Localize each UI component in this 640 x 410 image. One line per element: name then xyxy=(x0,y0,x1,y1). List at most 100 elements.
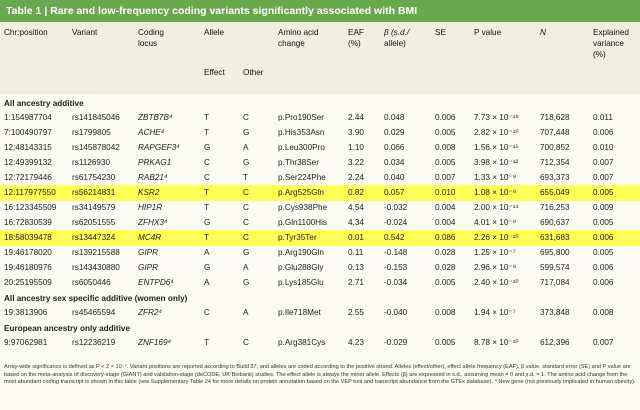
table-cell: 0.006 xyxy=(593,278,614,287)
table-cell: 0.005 xyxy=(593,248,614,257)
table-cell: 0.008 xyxy=(435,308,456,317)
table-cell: 0.82 xyxy=(348,188,364,197)
col-p: P value xyxy=(474,28,502,37)
table-cell: 3.90 xyxy=(348,128,364,137)
table-cell: 0.13 xyxy=(348,263,364,272)
table-cell: 373,848 xyxy=(540,308,570,317)
table-cell: 0.005 xyxy=(593,188,614,197)
table-cell: 712,354 xyxy=(540,158,570,167)
col-chr: Chr:position xyxy=(4,28,48,37)
col-aa-1: Amino acid xyxy=(278,28,319,37)
table-cell: 0.542 xyxy=(384,233,405,242)
table-cell: ZBTB7B⁴ xyxy=(138,113,173,122)
table-cell: rs12236219 xyxy=(72,338,116,347)
table-cell: 2.24 xyxy=(348,173,364,182)
table-cell: 0.006 xyxy=(593,263,614,272)
table-cell: 2.00 × 10⁻¹⁴ xyxy=(474,203,519,212)
table-cell: 0.040 xyxy=(384,173,405,182)
table-cell: 0.010 xyxy=(593,143,614,152)
table-cell: 0.006 xyxy=(593,128,614,137)
table-cell: 3.22 xyxy=(348,158,364,167)
table-cell: G xyxy=(243,248,250,257)
col-beta-2: allele) xyxy=(384,39,406,48)
col-beta-1: β (s.d./ xyxy=(384,28,410,37)
col-locus-1: Coding xyxy=(138,28,164,37)
col-ev-2: variance xyxy=(593,39,624,48)
table-cell: KSR2 xyxy=(138,188,160,197)
table-cell: rs13447324 xyxy=(72,233,116,242)
table-cell: 7:100490797 xyxy=(4,128,52,137)
col-ev-3: (%) xyxy=(593,50,606,59)
table-title-text: Rare and low-frequency coding variants s… xyxy=(50,5,418,17)
table-cell: T xyxy=(204,203,210,212)
table-cell: 0.057 xyxy=(384,188,405,197)
table-cell: 1.10 xyxy=(348,143,364,152)
table-cell: p.Lys185Glu xyxy=(278,278,324,287)
table-cell: ZFHX3⁴ xyxy=(138,218,168,227)
table-cell: A xyxy=(243,143,249,152)
table-cell: rs143430880 xyxy=(72,263,120,272)
table-cell: 12:72179446 xyxy=(4,173,52,182)
table-cell: 693,373 xyxy=(540,173,570,182)
table-cell: 4.23 xyxy=(348,338,364,347)
table-cell: rs61754230 xyxy=(72,173,116,182)
table-cell: p.His353Asn xyxy=(278,128,325,137)
table-cell: 707,448 xyxy=(540,128,570,137)
table-cell: p.Pro190Ser xyxy=(278,113,324,122)
table-cell: 12:49399132 xyxy=(4,158,52,167)
col-ev-1: Explained xyxy=(593,28,629,37)
col-aa-2: change xyxy=(278,39,305,48)
table-cell: rs145878042 xyxy=(72,143,120,152)
table-cell: 2.82 × 10⁻¹⁰ xyxy=(474,128,519,137)
table-cell: 716,253 xyxy=(540,203,570,212)
table-header: Chr:position Variant Coding locus Allele… xyxy=(0,22,640,94)
table-cell: A xyxy=(204,248,210,257)
table-cell: G xyxy=(204,263,211,272)
col-eaf-2: (%) xyxy=(348,39,361,48)
table-cell: G xyxy=(204,218,211,227)
table-cell: -0.032 xyxy=(384,203,408,212)
table-cell: p.Ile718Met xyxy=(278,308,321,317)
table-cell: T xyxy=(204,113,210,122)
table-cell: T xyxy=(243,173,249,182)
table-cell: 0.008 xyxy=(593,308,614,317)
col-n: N xyxy=(540,28,546,37)
table-cell: C xyxy=(243,203,249,212)
col-se: SE xyxy=(435,28,446,37)
table-cell: GIPR xyxy=(138,263,159,272)
table-cell: 717,084 xyxy=(540,278,570,287)
table-cell: 20:25195509 xyxy=(4,278,52,287)
row-highlight xyxy=(0,230,640,246)
table-cell: 0.005 xyxy=(435,278,456,287)
row-highlight xyxy=(0,185,640,201)
col-allele: Allele xyxy=(204,28,225,37)
table-cell: 0.005 xyxy=(593,218,614,227)
table-cell: -0.024 xyxy=(384,218,408,227)
table-cell: 0.009 xyxy=(593,203,614,212)
footnote: Array-wide significance is defined as P … xyxy=(4,364,636,385)
table-cell: C xyxy=(204,173,210,182)
table-cell: 0.010 xyxy=(435,188,456,197)
table-cell: rs141845046 xyxy=(72,113,120,122)
table-cell: 16:123345509 xyxy=(4,203,57,212)
table-cell: G xyxy=(243,158,250,167)
table-cell: 1:154987704 xyxy=(4,113,52,122)
table-cell: T xyxy=(204,338,210,347)
table-cell: 695,800 xyxy=(540,248,570,257)
table-title: Table 1 | Rare and low-frequency coding … xyxy=(0,0,640,22)
table-cell: 16:72830539 xyxy=(4,218,52,227)
table-cell: 0.086 xyxy=(435,233,456,242)
table-cell: 0.011 xyxy=(593,113,613,122)
table-cell: 19:46178020 xyxy=(4,248,52,257)
table-cell: 0.028 xyxy=(435,263,456,272)
table-cell: C xyxy=(204,158,210,167)
table-cell: PRKAG1 xyxy=(138,158,172,167)
table-cell: p.Ser224Phe xyxy=(278,173,326,182)
col-locus-2: locus xyxy=(138,39,158,48)
table-cell: 0.034 xyxy=(384,158,405,167)
table-cell: 0.004 xyxy=(435,218,456,227)
table-title-prefix: Table 1 | xyxy=(6,5,51,17)
table-cell: A xyxy=(243,263,249,272)
table-cell: MC4R xyxy=(138,233,162,242)
table-cell: 0.007 xyxy=(593,173,614,182)
